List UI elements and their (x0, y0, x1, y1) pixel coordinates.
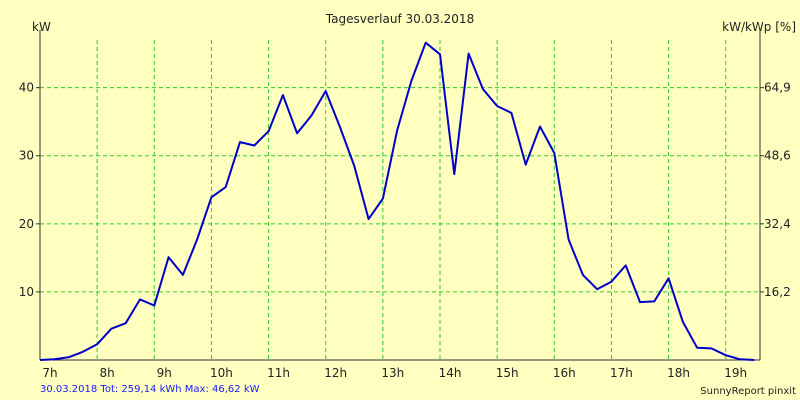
grid-lines (40, 40, 760, 360)
x-tick-label: 13h (381, 366, 404, 380)
y-axis-right-ticks: 16,2 32,4 48,6 64,9 (764, 81, 791, 299)
x-tick-label: 11h (267, 366, 290, 380)
x-tick-label: 9h (157, 366, 172, 380)
plot-frame (36, 30, 764, 361)
y-tick-label-left: 30 (19, 149, 34, 163)
x-tick-label: 15h (496, 366, 519, 380)
x-tick-label: 16h (553, 366, 576, 380)
y-axis-left-label: kW (32, 20, 51, 34)
y-tick-label-left: 10 (19, 285, 34, 299)
y-tick-label-right: 48,6 (764, 149, 791, 163)
summary-text: 30.03.2018 Tot: 259,14 kWh Max: 46,62 kW (40, 384, 260, 395)
x-tick-label: 7h (42, 366, 57, 380)
x-tick-label: 8h (100, 366, 115, 380)
y-axis-left-ticks: 10 20 30 40 (19, 81, 34, 299)
series-line (39, 41, 755, 361)
y-tick-label-right: 64,9 (764, 81, 791, 95)
credit-text: SunnyReport pinxit (700, 386, 796, 397)
x-tick-label: 14h (439, 366, 462, 380)
x-tick-label: 12h (324, 366, 347, 380)
x-tick-label: 19h (724, 366, 747, 380)
series-group (39, 41, 755, 361)
x-tick-label: 17h (610, 366, 633, 380)
y-tick-label-right: 16,2 (764, 285, 791, 299)
y-tick-label-right: 32,4 (764, 217, 791, 231)
x-axis-ticks: 7h 8h 9h 10h 11h 12h 13h 14h 15h 16h 17h 18h 19h (42, 366, 747, 380)
y-axis-right-label: kW/kWp [%] (722, 20, 796, 34)
x-tick-label: 10h (210, 366, 233, 380)
y-tick-label-left: 40 (19, 81, 34, 95)
x-tick-label: 18h (667, 366, 690, 380)
y-tick-label-left: 20 (19, 217, 34, 231)
chart-title: Tagesverlauf 30.03.2018 (325, 12, 474, 26)
